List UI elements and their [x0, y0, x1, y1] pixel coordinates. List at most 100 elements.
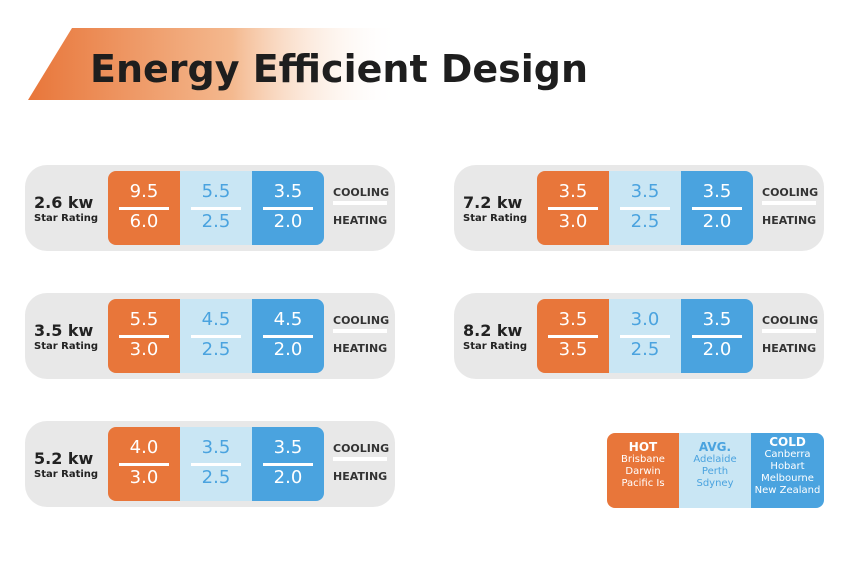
separator	[263, 207, 313, 210]
zone-box: 3.5 2.0	[252, 171, 324, 245]
legend-title: AVG.	[698, 440, 732, 454]
heating-label: HEATING	[333, 214, 388, 227]
rating-card: 8.2 kw Star Rating 3.5 3.5 3.0 2.5 3.5 2.0 COOLI…	[454, 293, 824, 379]
heating-label: HEATING	[333, 470, 388, 483]
legend-city: Adelaide	[693, 454, 737, 465]
legend-city: Canberra	[764, 449, 811, 460]
legend-city: Darwin	[625, 466, 661, 477]
cooling-value: 4.5	[273, 309, 303, 330]
title: Energy Efficient Design	[90, 47, 588, 91]
separator	[620, 335, 670, 338]
legend-box: COLD Canberra Hobart Melbourne New Zealand	[751, 433, 824, 508]
zone-box: 5.5 3.0	[108, 299, 180, 373]
cooling-value: 5.5	[201, 181, 231, 202]
legend-box: HOT Brisbane Darwin Pacific Is	[607, 433, 679, 508]
heating-value: 2.0	[273, 211, 303, 232]
capacity: 2.6 kw	[34, 193, 94, 212]
cooling-value: 4.0	[129, 437, 159, 458]
legend-title: HOT	[628, 440, 658, 454]
star-rating-label: Star Rating	[34, 469, 99, 480]
cooling-value: 3.5	[702, 181, 732, 202]
legend-city: Hobart	[770, 461, 805, 472]
heating-value: 3.0	[558, 211, 588, 232]
zone-box: 3.5 2.0	[681, 299, 753, 373]
zone-box: 3.0 2.5	[609, 299, 681, 373]
zone-box: 5.5 2.5	[180, 171, 252, 245]
capacity: 3.5 kw	[34, 321, 94, 340]
heating-value: 2.0	[273, 339, 303, 360]
cooling-label: COOLING	[333, 186, 390, 199]
zone-box: 4.0 3.0	[108, 427, 180, 501]
legend-city: Brisbane	[621, 454, 665, 465]
heating-value: 2.5	[630, 339, 660, 360]
cooling-value: 3.5	[201, 437, 231, 458]
legend-city: Melbourne	[761, 473, 814, 484]
separator	[191, 207, 241, 210]
zone-box: 3.5 2.5	[180, 427, 252, 501]
zone-box: 3.5 2.0	[252, 427, 324, 501]
zone-box: 3.5 3.5	[537, 299, 609, 373]
cooling-label: COOLING	[762, 186, 819, 199]
cooling-value: 3.5	[558, 309, 588, 330]
heating-value: 2.0	[702, 211, 732, 232]
heating-value: 3.0	[129, 467, 159, 488]
cooling-value: 3.5	[273, 181, 303, 202]
cooling-value: 3.5	[273, 437, 303, 458]
capacity: 8.2 kw	[463, 321, 523, 340]
cooling-value: 3.5	[702, 309, 732, 330]
cooling-label: COOLING	[762, 314, 819, 327]
capacity: 7.2 kw	[463, 193, 523, 212]
star-rating-label: Star Rating	[34, 213, 99, 224]
separator	[548, 207, 598, 210]
heating-label: HEATING	[333, 342, 388, 355]
zone-box: 3.5 2.0	[681, 171, 753, 245]
legend-city: Pacific Is	[621, 478, 665, 489]
zone-box: 3.5 2.5	[609, 171, 681, 245]
separator	[191, 335, 241, 338]
legend: HOT Brisbane Darwin Pacific Is AVG. Adelaide P…	[607, 433, 824, 508]
legend-city: Perth	[701, 466, 729, 477]
cooling-label: COOLING	[333, 314, 390, 327]
heating-value: 6.0	[129, 211, 159, 232]
cooling-value: 4.5	[201, 309, 231, 330]
separator	[620, 207, 670, 210]
heating-value: 3.0	[129, 339, 159, 360]
rating-card: 5.2 kw Star Rating 4.0 3.0 3.5 2.5 3.5 2.0 COOLI…	[25, 421, 395, 507]
cooling-value: 5.5	[129, 309, 159, 330]
title-banner: Energy Efficient Design	[28, 28, 588, 100]
cooling-label: COOLING	[333, 442, 390, 455]
separator	[762, 201, 816, 205]
cooling-value: 9.5	[129, 181, 159, 202]
heating-value: 2.0	[702, 339, 732, 360]
zone-box: 3.5 3.0	[537, 171, 609, 245]
separator	[333, 457, 387, 461]
cooling-value: 3.5	[630, 181, 660, 202]
heating-label: HEATING	[762, 214, 817, 227]
heating-value: 3.5	[558, 339, 588, 360]
rating-card: 3.5 kw Star Rating 5.5 3.0 4.5 2.5 4.5 2.0 COOLI…	[25, 293, 395, 379]
legend-title: COLD	[769, 435, 806, 449]
separator	[119, 207, 169, 210]
capacity: 5.2 kw	[34, 449, 94, 468]
separator	[692, 335, 742, 338]
cooling-value: 3.0	[630, 309, 660, 330]
separator	[119, 335, 169, 338]
heating-label: HEATING	[762, 342, 817, 355]
separator	[119, 463, 169, 466]
legend-box: AVG. Adelaide Perth Sdyney	[679, 433, 751, 508]
separator	[263, 335, 313, 338]
star-rating-label: Star Rating	[34, 341, 99, 352]
cooling-value: 3.5	[558, 181, 588, 202]
separator	[333, 201, 387, 205]
star-rating-label: Star Rating	[463, 213, 528, 224]
separator	[692, 207, 742, 210]
legend-city: Sdyney	[696, 478, 734, 489]
separator	[762, 329, 816, 333]
separator	[333, 329, 387, 333]
heating-value: 2.5	[201, 467, 231, 488]
rating-card: 2.6 kw Star Rating 9.5 6.0 5.5 2.5 3.5 2.0 COOLI…	[25, 165, 395, 251]
separator	[191, 463, 241, 466]
separator	[548, 335, 598, 338]
heating-value: 2.0	[273, 467, 303, 488]
